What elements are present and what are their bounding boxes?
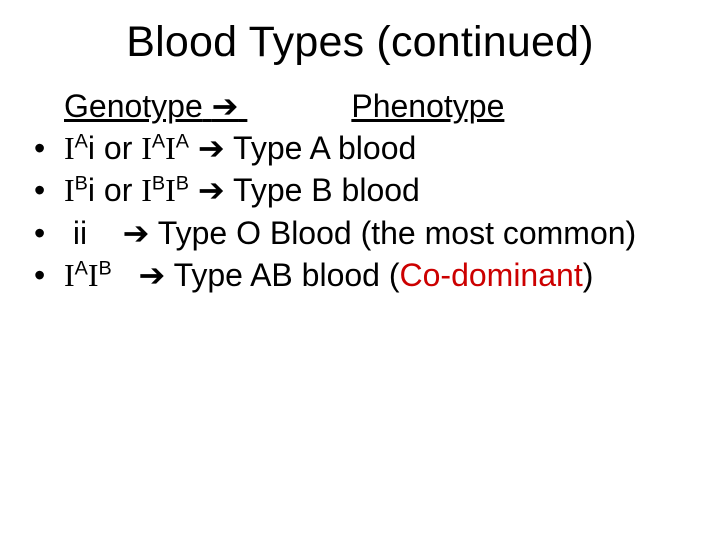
arrow-icon: ➔: [138, 257, 165, 293]
arrow-icon: ➔: [123, 215, 150, 251]
row-text: ii ➔ Type O Blood (the most common): [64, 212, 690, 254]
bullet-icon: •: [30, 212, 45, 254]
list-item: • IAIB ➔ Type AB blood (Co-dominant): [30, 254, 690, 296]
codominant-highlight: Co-dominant: [400, 257, 583, 293]
header-text: Genotype ➔ Phenotype: [64, 85, 690, 127]
genotype-label: Genotype: [64, 88, 203, 124]
slide-body: Genotype ➔ Phenotype • IAi or IAIA ➔ Typ…: [30, 85, 690, 296]
row-text: IAIB ➔ Type AB blood (Co-dominant): [64, 254, 690, 296]
bullet-icon: •: [30, 169, 45, 211]
phenotype-label: Phenotype: [351, 88, 504, 124]
list-item: • IAi or IAIA ➔ Type A blood: [30, 127, 690, 169]
header-row: Genotype ➔ Phenotype: [30, 85, 690, 127]
slide: Blood Types (continued) Genotype ➔ Pheno…: [0, 0, 720, 540]
arrow-icon: ➔: [198, 172, 225, 208]
row-text: IAi or IAIA ➔ Type A blood: [64, 127, 690, 169]
bullet-icon: •: [30, 254, 45, 296]
arrow-icon: ➔: [212, 88, 239, 124]
row-text: IBi or IBIB ➔ Type B blood: [64, 169, 690, 211]
bullet-icon: •: [30, 127, 45, 169]
arrow-icon: ➔: [198, 130, 225, 166]
list-item: • ii ➔ Type O Blood (the most common): [30, 212, 690, 254]
slide-title: Blood Types (continued): [30, 18, 690, 67]
list-item: • IBi or IBIB ➔ Type B blood: [30, 169, 690, 211]
